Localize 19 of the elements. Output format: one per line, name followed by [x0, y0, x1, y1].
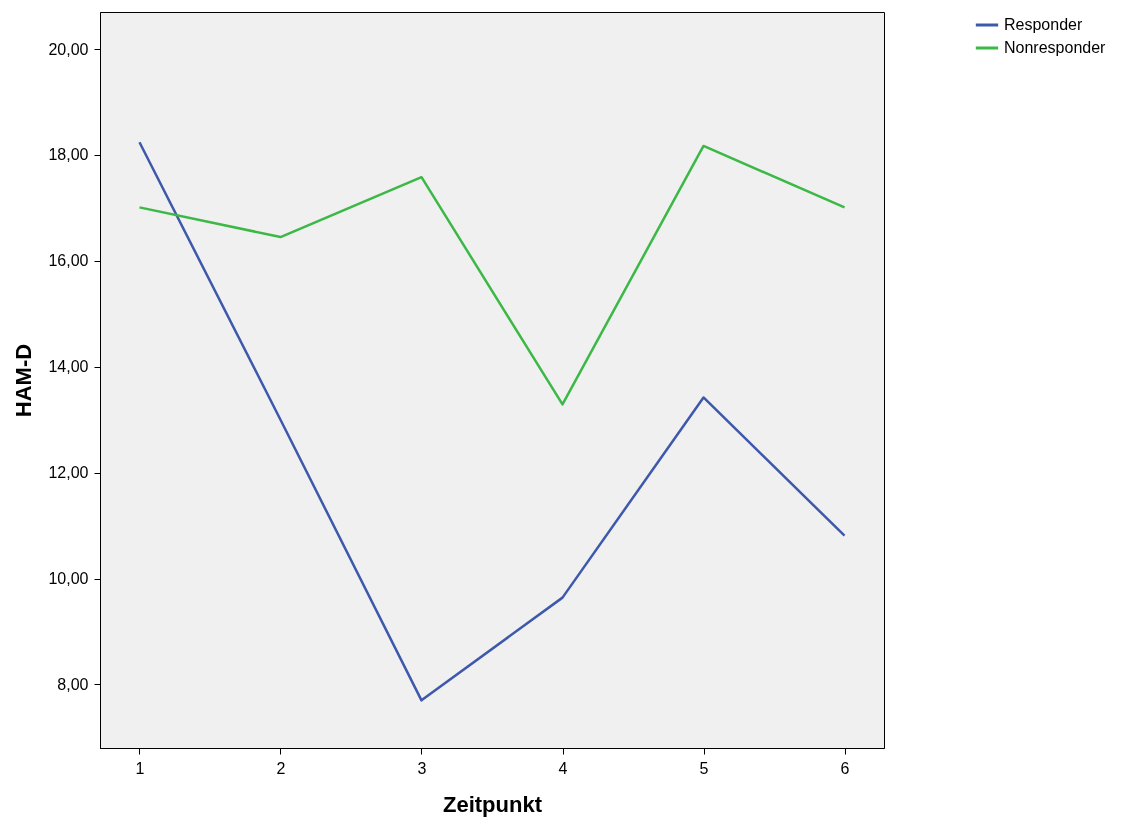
y-axis-title: HAM-D: [11, 343, 37, 418]
y-tick-label: 12,00: [48, 464, 89, 482]
x-axis-title: Zeitpunkt: [443, 791, 543, 817]
x-tick-label: 4: [558, 759, 568, 777]
x-tick-label: 2: [276, 759, 286, 777]
y-tick-label: 20,00: [48, 40, 89, 58]
legend-label: Responder: [1004, 16, 1083, 33]
legend-label: Nonresponder: [1004, 39, 1107, 56]
line-series: [138, 141, 846, 702]
y-tick-label: 18,00: [48, 146, 89, 164]
x-tick-label: 5: [699, 759, 709, 777]
line-series: [138, 144, 846, 406]
y-tick-label: 8,00: [57, 675, 89, 693]
y-tick-label: 14,00: [48, 358, 89, 376]
x-tick-label: 3: [417, 759, 427, 777]
x-tick-label: 6: [840, 759, 850, 777]
y-tick-label: 10,00: [48, 570, 89, 588]
y-tick-label: 16,00: [48, 252, 89, 270]
x-tick-label: 1: [135, 759, 145, 777]
